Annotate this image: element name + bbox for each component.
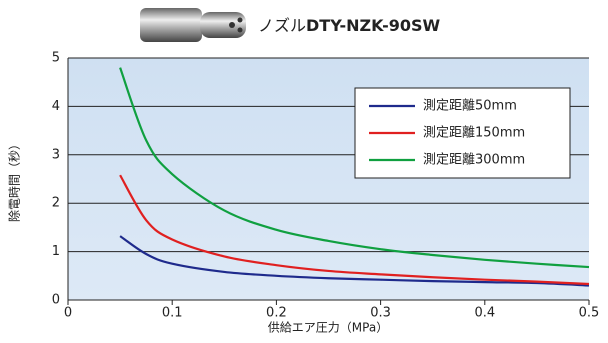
nozzle-icon bbox=[140, 8, 246, 42]
y-tick-label: 4 bbox=[52, 99, 60, 114]
x-tick-label: 0 bbox=[64, 306, 72, 321]
y-tick-label: 2 bbox=[52, 196, 60, 211]
title-model: DTY-NZK-90SW bbox=[306, 16, 441, 35]
x-tick-label: 0.5 bbox=[579, 306, 600, 321]
x-tick-label: 0.1 bbox=[162, 306, 183, 321]
series-line bbox=[119, 235, 590, 287]
legend-label: 測定距離300mm bbox=[423, 153, 525, 168]
chart-title: ノズルDTY-NZK-90SW bbox=[258, 16, 441, 35]
x-tick-label: 0.3 bbox=[370, 306, 391, 321]
x-tick-label: 0.4 bbox=[474, 306, 495, 321]
x-tick-label: 0.2 bbox=[266, 306, 287, 321]
legend: 測定距離50mm 測定距離150mm 測定距離300mm bbox=[354, 87, 571, 179]
y-tick-label: 1 bbox=[52, 244, 60, 259]
title-prefix: ノズル bbox=[258, 16, 306, 35]
legend-label: 測定距離50mm bbox=[423, 99, 517, 114]
y-tick-label: 5 bbox=[52, 51, 60, 66]
series-line bbox=[119, 174, 590, 286]
legend-label: 測定距離150mm bbox=[423, 126, 525, 141]
y-axis-label: 除電時間（秒） bbox=[7, 138, 22, 222]
series-line bbox=[119, 67, 590, 269]
x-axis-label: 供給エア圧力（MPa） bbox=[268, 321, 388, 335]
y-tick-label: 0 bbox=[52, 293, 60, 308]
y-tick-label: 3 bbox=[52, 147, 60, 162]
